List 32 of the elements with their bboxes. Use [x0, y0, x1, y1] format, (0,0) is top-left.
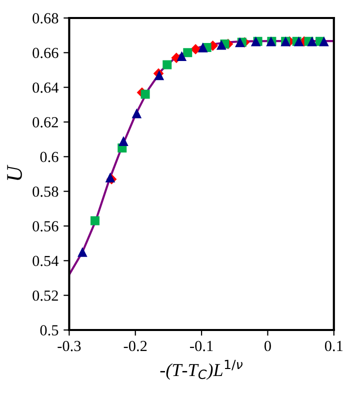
- x-tick-label: 0: [264, 340, 271, 352]
- x-tick-label: -0.2: [124, 340, 147, 352]
- y-axis-title: U: [7, 164, 22, 180]
- point: [140, 90, 150, 99]
- point: [176, 51, 187, 62]
- y-tick-label: 0.58: [32, 186, 58, 197]
- y-tick-label: 0.56: [32, 221, 58, 232]
- x-tick-label: -0.1: [190, 340, 213, 352]
- y-tick-label: 0.62: [32, 117, 58, 128]
- y-tick-label: 0.5: [40, 325, 58, 336]
- point: [78, 247, 88, 257]
- y-tick-label: 0.54: [32, 256, 59, 266]
- point: [307, 36, 317, 46]
- point: [162, 60, 172, 70]
- point: [198, 42, 208, 52]
- point: [190, 44, 201, 54]
- point: [118, 136, 128, 146]
- point: [250, 36, 261, 46]
- point: [90, 216, 100, 226]
- y-tick-label: 0.66: [32, 48, 58, 58]
- point: [319, 36, 329, 46]
- x-tick-label: 0.1: [324, 340, 343, 352]
- point: [183, 48, 192, 58]
- y-tick-label: 0.64: [32, 82, 59, 93]
- y-tick-label: 0.68: [32, 13, 58, 24]
- point: [294, 36, 304, 46]
- x-tick-label: -0.3: [58, 340, 81, 352]
- y-tick-label: 0.6: [40, 152, 58, 162]
- y-tick-label: 0.52: [32, 290, 58, 301]
- x-axis-title: -(T-T$_{C}$)L$^{1/ν}$: [160, 360, 242, 380]
- point: [132, 108, 142, 118]
- point: [216, 40, 226, 50]
